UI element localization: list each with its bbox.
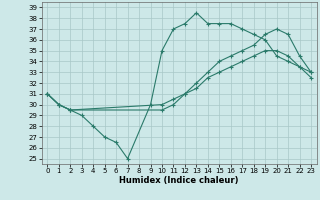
X-axis label: Humidex (Indice chaleur): Humidex (Indice chaleur) [119, 176, 239, 185]
